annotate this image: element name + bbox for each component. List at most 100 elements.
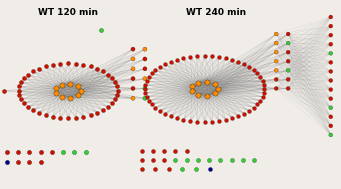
Point [188,55,193,58]
Point [285,51,291,54]
Point [157,109,163,112]
Point [58,116,63,119]
Point [16,89,21,92]
Point [204,80,210,83]
Point [223,118,228,121]
Point [53,92,59,95]
Point [328,124,333,127]
Point [161,150,167,153]
Point [17,94,22,97]
Point [4,151,10,154]
Point [328,88,333,91]
Point [30,70,36,73]
Point [229,158,234,161]
Point [130,57,136,60]
Point [150,150,155,153]
Point [328,106,333,109]
Point [109,102,115,105]
Point [273,69,279,72]
Text: WT 120 min: WT 120 min [38,8,98,17]
Point [153,106,158,109]
Point [105,105,111,108]
Point [17,85,22,88]
Point [258,99,263,102]
Point [139,158,144,161]
Point [75,94,81,97]
Point [168,115,174,118]
Point [328,25,333,28]
Point [130,77,136,80]
Point [188,119,193,122]
Point [30,109,36,112]
Point [261,83,267,86]
Point [59,95,64,98]
Point [161,158,167,161]
Point [212,92,217,95]
Point [251,158,257,161]
Point [149,72,154,75]
Point [68,82,73,85]
Point [162,112,168,115]
Point [328,61,333,64]
Point [130,97,136,100]
Point [113,81,118,84]
Point [255,72,260,75]
Point [130,87,136,90]
Point [261,91,267,94]
Point [98,29,103,32]
Point [328,115,333,118]
Point [209,120,214,123]
Point [50,115,56,118]
Point [142,48,148,51]
Point [255,103,260,106]
Point [139,150,144,153]
Point [144,95,149,98]
Point [328,52,333,55]
Point [1,89,7,92]
Point [144,79,149,82]
Point [251,106,256,109]
Point [50,63,56,66]
Point [273,78,279,81]
Point [273,42,279,45]
Point [216,55,222,58]
Point [260,79,265,82]
Point [174,117,180,120]
Point [229,58,235,61]
Point [26,73,31,76]
Point [273,60,279,63]
Point [27,160,32,163]
Point [285,33,291,36]
Point [223,56,228,59]
Point [241,63,247,66]
Point [150,158,155,161]
Point [247,109,252,112]
Point [105,73,111,76]
Point [143,91,148,94]
Point [59,83,64,86]
Point [190,90,195,93]
Point [173,150,178,153]
Point [181,118,186,121]
Point [142,87,148,90]
Point [38,151,43,154]
Point [15,151,21,154]
Point [328,15,333,19]
Point [195,81,201,84]
Point [273,33,279,36]
Point [101,109,106,112]
Point [152,168,158,171]
Point [236,60,241,63]
Point [113,98,118,101]
Point [190,85,195,88]
Point [43,65,48,68]
Point [328,43,333,46]
Point [251,69,256,72]
Point [143,83,148,86]
Point [184,150,189,153]
Point [285,60,291,63]
Point [212,83,217,86]
Point [72,151,77,154]
Point [21,102,27,105]
Point [157,65,163,68]
